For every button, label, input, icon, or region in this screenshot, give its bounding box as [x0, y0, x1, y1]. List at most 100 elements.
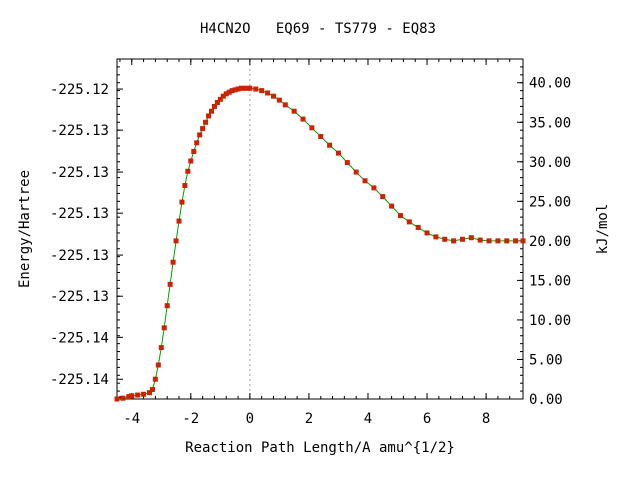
data-point — [442, 236, 448, 242]
plot-frame — [116, 58, 524, 400]
data-point — [141, 391, 147, 397]
right-tick-label: 15.00 — [529, 273, 571, 289]
data-point — [253, 86, 259, 92]
right-tick-label: 5.00 — [529, 352, 563, 368]
data-point — [200, 126, 206, 132]
data-point — [232, 87, 238, 93]
data-point — [194, 140, 200, 146]
data-point — [451, 238, 457, 244]
data-point — [318, 133, 324, 139]
left-tick-label: -225.13 — [50, 165, 109, 181]
right-axis: 40.00 35.00 30.00 25.00 20.00 15.00 10.00 5.00 0… — [517, 76, 571, 408]
x-tick-label: -2 — [182, 411, 199, 427]
data-point — [241, 85, 247, 91]
data-point — [389, 203, 395, 209]
x-tick-label: -4 — [123, 411, 140, 427]
data-point — [406, 219, 412, 225]
data-point — [173, 238, 179, 244]
data-point — [197, 132, 203, 138]
data-point — [179, 199, 185, 205]
minor-ticks — [117, 59, 523, 399]
left-tick-label: -225.13 — [50, 289, 109, 305]
data-point — [114, 396, 120, 402]
data-point — [371, 185, 377, 191]
series-points — [114, 85, 526, 402]
data-point — [300, 116, 306, 122]
data-point — [513, 238, 519, 244]
data-point — [433, 234, 439, 240]
data-point — [520, 238, 526, 244]
data-point — [120, 395, 126, 401]
data-point — [495, 238, 501, 244]
data-point — [149, 387, 155, 393]
data-point — [211, 103, 217, 109]
data-point — [167, 281, 173, 287]
data-point — [265, 90, 271, 96]
data-point — [203, 119, 209, 125]
x-tick-label: 0 — [246, 411, 254, 427]
data-point — [259, 88, 265, 94]
right-tick-label: 25.00 — [529, 194, 571, 210]
left-axis: -225.12 -225.13 -225.13 -225.13 -225.13 -225.… — [50, 82, 123, 388]
chart-title: H4CN2O EQ69 - TS779 - EQ83 — [200, 21, 436, 37]
y-axis-label: Energy/Hartree — [17, 170, 33, 288]
data-point — [158, 345, 164, 351]
data-point — [126, 394, 132, 400]
data-point — [220, 93, 226, 99]
data-point — [229, 88, 235, 94]
data-point — [182, 183, 188, 189]
right-tick-label: 0.00 — [529, 392, 563, 408]
data-point — [424, 230, 430, 236]
y2-axis-label: kJ/mol — [595, 204, 611, 255]
data-point — [309, 125, 315, 131]
right-tick-label: 35.00 — [529, 115, 571, 131]
data-point — [135, 392, 141, 398]
data-point — [164, 303, 170, 309]
data-point — [208, 108, 214, 114]
data-point — [397, 213, 403, 219]
left-tick-label: -225.13 — [50, 206, 109, 222]
data-point — [217, 96, 223, 102]
right-tick-label: 40.00 — [529, 76, 571, 92]
data-point — [206, 113, 212, 119]
data-point — [244, 85, 250, 91]
data-point — [477, 237, 483, 243]
right-tick-label: 30.00 — [529, 155, 571, 171]
data-point — [459, 236, 465, 242]
data-point — [238, 85, 244, 91]
data-point — [146, 390, 152, 396]
left-tick-label: -225.12 — [50, 82, 109, 98]
data-point — [380, 194, 386, 200]
data-point — [191, 149, 197, 155]
data-point — [214, 99, 220, 105]
data-point — [468, 235, 474, 241]
data-point — [223, 91, 229, 97]
data-point — [344, 160, 350, 166]
data-point — [327, 142, 333, 148]
data-point — [486, 238, 492, 244]
data-point — [270, 93, 276, 99]
data-point — [155, 362, 161, 368]
x-tick-label: 6 — [423, 411, 431, 427]
data-point — [291, 108, 297, 114]
left-tick-label: -225.13 — [50, 123, 109, 139]
right-tick-label: 20.00 — [529, 234, 571, 250]
x-tick-label: 4 — [364, 411, 372, 427]
data-point — [362, 178, 368, 184]
left-tick-label: -225.14 — [50, 372, 109, 388]
data-point — [282, 102, 288, 108]
data-point — [276, 97, 282, 103]
data-point — [176, 218, 182, 224]
left-tick-label: -225.14 — [50, 330, 109, 346]
data-point — [188, 158, 194, 164]
right-tick-label: 10.00 — [529, 313, 571, 329]
left-tick-label: -225.13 — [50, 248, 109, 264]
data-point — [226, 89, 232, 95]
data-point — [235, 86, 241, 92]
data-point — [152, 376, 158, 382]
x-tick-label: 8 — [482, 411, 490, 427]
data-point — [185, 168, 191, 174]
data-point — [353, 169, 359, 175]
